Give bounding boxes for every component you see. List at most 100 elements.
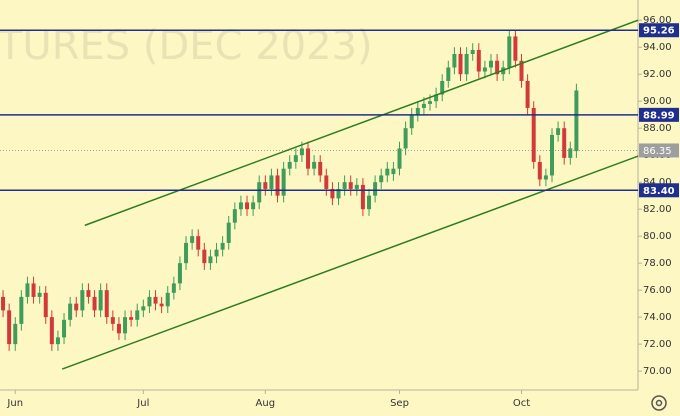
candle-body: [25, 283, 30, 297]
candle-body: [562, 128, 567, 158]
y-tick-label: 82.00: [643, 204, 672, 215]
candle-body: [464, 53, 469, 75]
current-price-label: 86.35: [643, 146, 672, 157]
candle-body: [403, 128, 408, 149]
settings-gear[interactable]: [651, 395, 667, 411]
level-label: 88.99: [643, 110, 675, 121]
candle-body: [281, 168, 286, 196]
candle-body: [489, 60, 494, 68]
candle-body: [568, 148, 573, 158]
candle-body: [458, 53, 463, 75]
level-label-box: [639, 183, 679, 198]
trendline: [61, 155, 639, 370]
candle-body: [556, 128, 561, 135]
candle-body: [13, 323, 18, 345]
candle-body: [476, 49, 481, 72]
plot-area: [0, 19, 639, 370]
settings-icon[interactable]: [651, 395, 667, 411]
candle-body: [312, 161, 317, 169]
candle-body: [287, 161, 292, 169]
candle-body: [74, 303, 79, 311]
candle-body: [123, 317, 128, 334]
candle-body: [293, 155, 298, 162]
candle-body: [116, 323, 121, 334]
candle-body: [184, 242, 189, 264]
level-label: 95.26: [643, 26, 675, 37]
candle-body: [226, 222, 231, 243]
candle-body: [342, 182, 347, 189]
candle-body: [1, 296, 6, 311]
x-tick-label: Oct: [513, 398, 530, 409]
candle-body: [7, 310, 12, 345]
level-label: 83.40: [643, 186, 675, 197]
candle-body: [537, 161, 542, 180]
y-tick-label: 72.00: [643, 339, 672, 350]
candle-body: [470, 49, 475, 54]
candle-body: [196, 236, 201, 250]
candle-body: [232, 209, 237, 223]
candle-body: [171, 283, 176, 293]
y-tick-label: 88.00: [643, 123, 672, 134]
candle-body: [385, 168, 390, 176]
x-tick-label: Aug: [256, 398, 276, 409]
candle-body: [98, 290, 103, 311]
y-tick-label: 76.00: [643, 285, 672, 296]
candle-body: [495, 60, 500, 75]
candle-body: [434, 94, 439, 102]
candle-body: [379, 175, 384, 183]
candle-body: [348, 182, 353, 189]
candle-body: [55, 337, 60, 345]
candle-body: [354, 184, 359, 189]
x-tick-label: Jun: [6, 398, 23, 409]
candle-body: [452, 53, 457, 68]
candle-body: [330, 188, 335, 199]
candle-body: [446, 67, 451, 81]
candle-body: [238, 202, 243, 210]
candle-body: [68, 303, 73, 320]
candle-body: [513, 36, 518, 61]
candle-body: [159, 303, 164, 307]
candle-body: [31, 283, 36, 297]
candle-body: [397, 148, 402, 169]
candle-body: [37, 292, 42, 297]
candle-body: [43, 292, 48, 318]
settings-gear-hub[interactable]: [655, 399, 663, 407]
y-tick-label: 92.00: [643, 69, 672, 80]
candle-body: [336, 188, 341, 199]
candle-body: [263, 182, 268, 189]
candle-body: [165, 292, 170, 307]
y-tick-label: 70.00: [643, 366, 672, 377]
candle-body: [80, 290, 85, 311]
candle-body: [177, 263, 182, 284]
candle-body: [482, 67, 487, 72]
y-tick-label: 96.00: [643, 15, 672, 26]
candle-body: [507, 36, 512, 68]
candle-body: [519, 60, 524, 81]
candle-body: [531, 107, 536, 162]
candle-body: [62, 319, 67, 338]
candle-body: [208, 256, 213, 264]
candle-body: [86, 290, 91, 297]
y-tick-label: 78.00: [643, 258, 672, 269]
candle-body: [214, 249, 219, 257]
y-tick-label: 84.00: [643, 177, 672, 188]
candle-body: [306, 148, 311, 169]
x-tick-label: Sep: [390, 398, 409, 409]
level-label-box: [639, 23, 679, 38]
candle-body: [49, 317, 54, 345]
candle-body: [549, 134, 554, 176]
candle-body: [428, 101, 433, 104]
candle-body: [92, 296, 97, 311]
candle-body: [574, 90, 579, 152]
candle-body: [360, 184, 365, 210]
candle-body: [202, 249, 207, 264]
candle-body: [543, 175, 548, 180]
candle-body: [440, 80, 445, 95]
candle-body: [324, 175, 329, 189]
candle-body: [421, 103, 426, 108]
y-tick-label: 74.00: [643, 312, 672, 323]
level-label-box: [639, 107, 679, 122]
current-price-box: [639, 143, 679, 158]
